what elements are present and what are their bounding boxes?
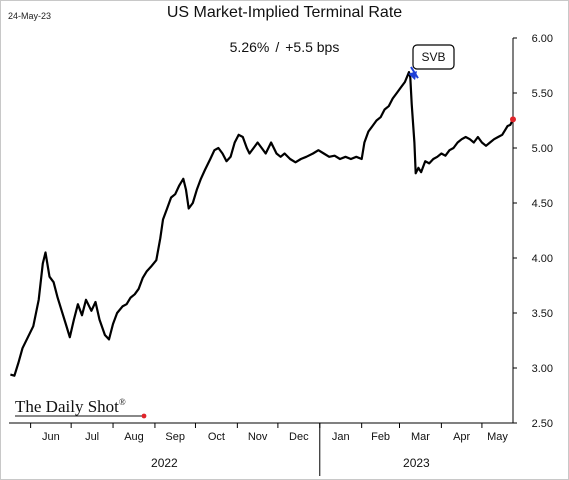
- y-tick-label: 4.00: [532, 253, 553, 265]
- x-tick-label: Jun: [42, 431, 60, 443]
- logo-text: The Daily Shot®: [15, 397, 126, 416]
- logo-registered-mark: ®: [119, 397, 126, 407]
- x-tick-label: Jul: [85, 431, 99, 443]
- y-tick-label: 3.50: [532, 308, 553, 320]
- logo-dot: [141, 413, 147, 419]
- chart-subtitle: 5.26% / +5.5 bps: [0, 39, 569, 55]
- year-label: 2023: [403, 456, 430, 470]
- subtitle-value: 5.26%: [229, 39, 270, 55]
- y-tick-label: 4.50: [532, 198, 553, 210]
- y-tick-label: 5.50: [532, 88, 553, 100]
- x-tick-label: Dec: [289, 431, 309, 443]
- x-tick-label: Mar: [411, 431, 430, 443]
- logo-name: The Daily Shot: [15, 397, 119, 416]
- x-tick-label: Nov: [248, 431, 268, 443]
- svb-annotation: SVB: [408, 44, 455, 81]
- x-tick-label: Feb: [371, 431, 390, 443]
- subtitle-separator: /: [275, 39, 280, 55]
- y-tick-label: 3.00: [532, 363, 553, 375]
- date-stamp: 24-May-23: [8, 11, 52, 21]
- x-tick-label: Oct: [208, 431, 225, 443]
- x-tick-label: Apr: [453, 431, 470, 443]
- x-tick-label: May: [487, 431, 508, 443]
- series-line: [10, 70, 514, 377]
- annotation-box: [412, 44, 455, 70]
- annotation-arrow-head: [408, 71, 417, 81]
- series-group: [10, 70, 516, 377]
- y-tick-label: 2.50: [532, 418, 553, 430]
- x-tick-label: Jan: [332, 431, 350, 443]
- x-tick-label: Aug: [124, 431, 144, 443]
- axes: [9, 38, 514, 424]
- x-axis-ticks: Jun Jul Aug Sep Oct Nov Dec Jan Feb Mar Apr May 2022…: [30, 423, 508, 476]
- subtitle-change: +5.5 bps: [285, 39, 340, 55]
- y-axis-ticks: 2.50 3.00 3.50 4.00 4.50 5.00 5.50 6.00: [513, 33, 553, 430]
- y-tick-label: 5.00: [532, 143, 553, 155]
- daily-shot-logo: The Daily Shot®: [15, 397, 147, 419]
- last-point-marker: [510, 116, 516, 123]
- chart-title: US Market-Implied Terminal Rate: [166, 4, 403, 21]
- annotation-label: SVB: [421, 50, 445, 64]
- y-tick-label: 6.00: [532, 33, 553, 45]
- year-label: 2022: [151, 456, 178, 470]
- x-tick-label: Sep: [165, 431, 185, 443]
